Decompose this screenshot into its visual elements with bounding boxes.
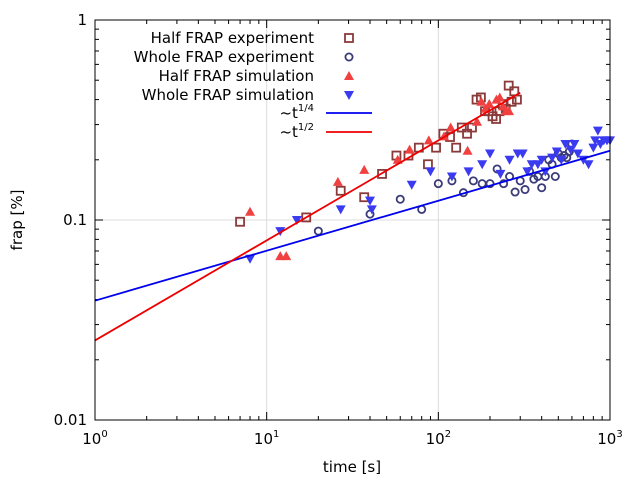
data-point xyxy=(366,205,377,215)
y-tick-label: 0.01 xyxy=(54,411,87,429)
grid xyxy=(95,20,610,420)
y-tick-label: 0.1 xyxy=(63,211,87,229)
data-point xyxy=(472,116,483,126)
data-point xyxy=(504,155,515,165)
data-point xyxy=(433,179,443,189)
data-point xyxy=(550,172,560,182)
data-point xyxy=(377,169,387,179)
data-point xyxy=(503,106,514,116)
data-point xyxy=(301,212,312,223)
data-point xyxy=(532,160,543,170)
legend-label: Whole FRAP simulation xyxy=(142,86,314,104)
data-point xyxy=(484,99,495,109)
data-point xyxy=(556,155,567,165)
legend-label: Half FRAP experiment xyxy=(151,29,314,47)
data-point xyxy=(359,164,370,174)
series-layer xyxy=(94,80,615,342)
y-axis-label: frap [%] xyxy=(8,190,26,251)
data-point xyxy=(462,128,472,139)
data-point xyxy=(476,96,487,106)
legend-label: Half FRAP simulation xyxy=(159,67,314,85)
data-point xyxy=(335,185,346,196)
data-point xyxy=(467,122,477,133)
data-point xyxy=(406,180,417,190)
legend-marker xyxy=(344,71,354,80)
data-point xyxy=(395,194,405,204)
x-tick-label: 100 xyxy=(82,429,107,448)
data-point xyxy=(392,154,403,164)
data-point xyxy=(522,167,533,177)
data-point xyxy=(291,216,302,225)
data-point xyxy=(485,179,495,189)
y-tick-label: 1 xyxy=(77,11,87,29)
data-point xyxy=(281,251,292,261)
x-tick-label: 103 xyxy=(597,429,622,448)
legend-marker xyxy=(344,52,354,62)
legend-marker xyxy=(344,33,354,43)
data-point xyxy=(495,169,506,179)
legend-label: ~t1/4 xyxy=(279,103,314,122)
data-point xyxy=(431,142,441,153)
data-point xyxy=(503,80,514,91)
series-4 xyxy=(94,149,611,302)
legend-marker xyxy=(344,91,354,100)
data-point xyxy=(365,196,376,206)
data-point xyxy=(332,176,343,186)
data-point xyxy=(423,135,434,145)
data-point xyxy=(536,155,547,165)
data-point xyxy=(494,92,505,102)
data-point xyxy=(462,145,473,155)
data-point xyxy=(456,122,467,133)
data-point xyxy=(445,122,456,132)
data-point xyxy=(565,145,576,155)
data-point xyxy=(517,149,528,159)
data-point xyxy=(335,205,346,215)
data-point xyxy=(446,172,457,182)
data-point xyxy=(547,153,558,163)
data-point xyxy=(560,139,571,149)
data-point xyxy=(569,139,580,149)
legend-label: ~t1/2 xyxy=(279,122,314,141)
data-point xyxy=(583,160,594,170)
data-point xyxy=(477,160,488,170)
data-point xyxy=(572,149,583,159)
data-point xyxy=(463,167,474,177)
data-point xyxy=(485,149,496,159)
plot-frame xyxy=(94,19,611,421)
data-point xyxy=(590,136,601,146)
fit-line-4 xyxy=(94,149,611,302)
data-point xyxy=(510,187,520,197)
data-point xyxy=(313,226,323,236)
data-point xyxy=(551,147,562,157)
data-point xyxy=(468,176,478,186)
data-point xyxy=(592,126,603,136)
x-tick-label: 101 xyxy=(254,429,279,448)
data-point xyxy=(425,167,436,177)
tick-labels: 100 101 102 103 0.01 0.1 1 xyxy=(54,11,623,448)
data-point xyxy=(245,206,256,216)
x-tick-label: 102 xyxy=(426,429,451,448)
data-point xyxy=(537,183,547,193)
x-axis-label: time [s] xyxy=(323,458,381,476)
data-point xyxy=(451,142,462,153)
data-point xyxy=(480,103,491,113)
series-3 xyxy=(245,126,615,264)
series-5 xyxy=(94,91,521,342)
legend-label: Whole FRAP experiment xyxy=(134,48,314,66)
fit-line-5 xyxy=(94,91,521,342)
series-2 xyxy=(245,92,514,261)
data-point xyxy=(235,216,245,227)
data-point xyxy=(404,144,415,154)
data-point xyxy=(520,185,530,195)
data-point xyxy=(588,143,599,153)
